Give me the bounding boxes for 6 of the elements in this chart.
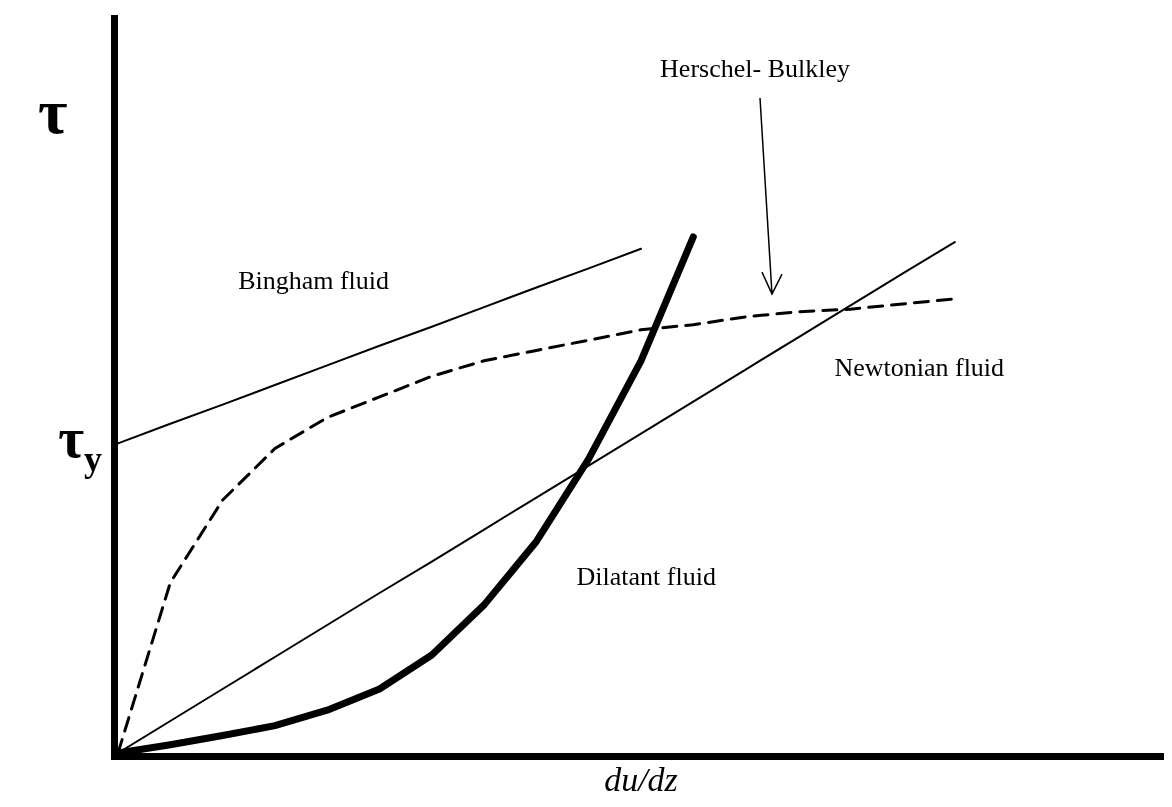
series-label: Newtonian fluid (834, 353, 1005, 383)
series-label: Bingham fluid (238, 265, 390, 295)
x-axis-title: du/dz (604, 761, 678, 798)
text: Herschel- Bulkley (660, 53, 850, 83)
y-axis-title: τ (38, 76, 68, 147)
series-label: Dilatant fluid (576, 561, 716, 591)
